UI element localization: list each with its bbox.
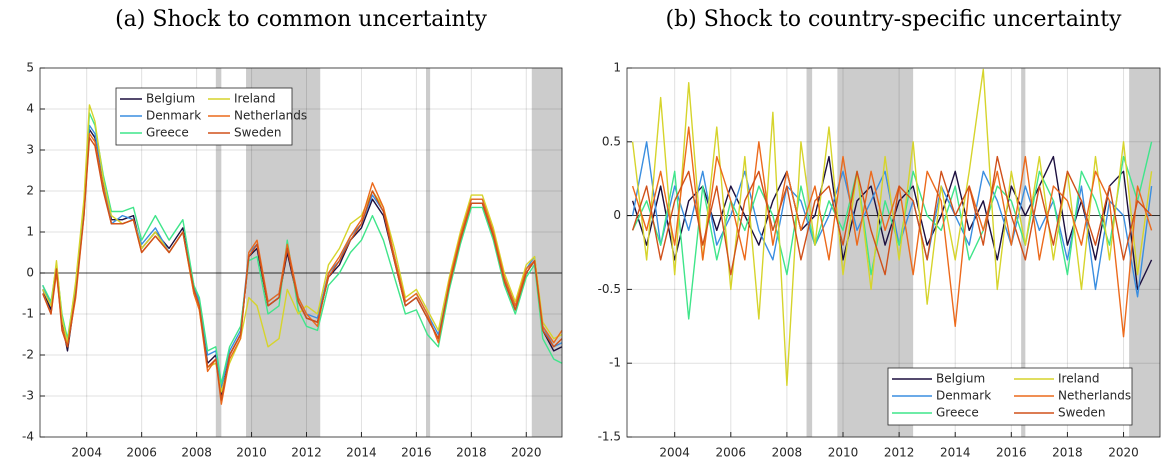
series-line — [631, 141, 1153, 320]
y-tick-label: 0 — [613, 208, 621, 222]
y-tick-label: -1 — [609, 356, 621, 370]
x-tick-label: 2008 — [181, 446, 212, 460]
y-tick-label: -1 — [22, 307, 34, 321]
legend-label: Greece — [146, 126, 189, 140]
series-line — [631, 155, 1153, 276]
legend-label: Netherlands — [234, 109, 307, 123]
y-tick-label: 1 — [613, 61, 621, 75]
series-line — [42, 137, 563, 401]
plot-frame — [39, 67, 563, 438]
shaded-period — [1129, 68, 1160, 437]
legend-label: Belgium — [936, 372, 985, 386]
shaded-period — [531, 68, 562, 437]
y-tick-label: 5 — [26, 61, 34, 75]
x-tick-label: 2020 — [511, 446, 542, 460]
x-tick-label: 2010 — [236, 446, 267, 460]
x-tick-label: 2014 — [940, 446, 971, 460]
y-tick-label: 0.5 — [602, 134, 621, 148]
legend-box — [115, 87, 293, 146]
y-tick-label: -0.5 — [598, 282, 621, 296]
y-tick-label: -1.5 — [598, 430, 621, 444]
x-tick-label: 2004 — [71, 446, 102, 460]
shaded-period — [215, 68, 222, 437]
chart-title: (b) Shock to country-specific uncertaint… — [666, 7, 1123, 32]
y-tick-label: 0 — [26, 266, 34, 280]
x-tick-label: 2018 — [1052, 446, 1083, 460]
x-tick-label: 2012 — [291, 446, 322, 460]
shaded-period — [426, 68, 431, 437]
x-tick-label: 2008 — [772, 446, 803, 460]
legend-label: Netherlands — [1058, 389, 1131, 403]
chart-title: (a) Shock to common uncertainty — [115, 7, 487, 32]
y-tick-label: 1 — [26, 225, 34, 239]
y-tick-label: -2 — [22, 348, 34, 362]
series-line — [42, 104, 563, 393]
legend-label: Ireland — [234, 92, 276, 106]
x-tick-label: 2010 — [828, 446, 859, 460]
x-tick-label: 2018 — [456, 446, 487, 460]
y-tick-label: 2 — [26, 184, 34, 198]
x-tick-label: 2012 — [884, 446, 915, 460]
x-tick-label: 2016 — [996, 446, 1027, 460]
x-tick-label: 2006 — [126, 446, 157, 460]
plot-frame — [626, 67, 1161, 438]
x-tick-label: 2016 — [401, 446, 432, 460]
legend-label: Sweden — [234, 126, 281, 140]
y-tick-label: 4 — [26, 102, 34, 116]
legend-label: Sweden — [1058, 406, 1105, 420]
y-tick-label: -4 — [22, 430, 34, 444]
legend-label: Ireland — [1058, 372, 1100, 386]
x-tick-label: 2020 — [1108, 446, 1139, 460]
legend-label: Belgium — [146, 92, 195, 106]
shaded-period — [806, 68, 813, 437]
x-tick-label: 2014 — [346, 446, 377, 460]
y-tick-label: 3 — [26, 143, 34, 157]
x-tick-label: 2006 — [716, 446, 747, 460]
y-tick-label: -3 — [22, 389, 34, 403]
legend-label: Denmark — [936, 389, 991, 403]
x-tick-label: 2004 — [659, 446, 690, 460]
legend-label: Greece — [936, 406, 979, 420]
series-line — [631, 126, 1153, 338]
legend-label: Denmark — [146, 109, 201, 123]
